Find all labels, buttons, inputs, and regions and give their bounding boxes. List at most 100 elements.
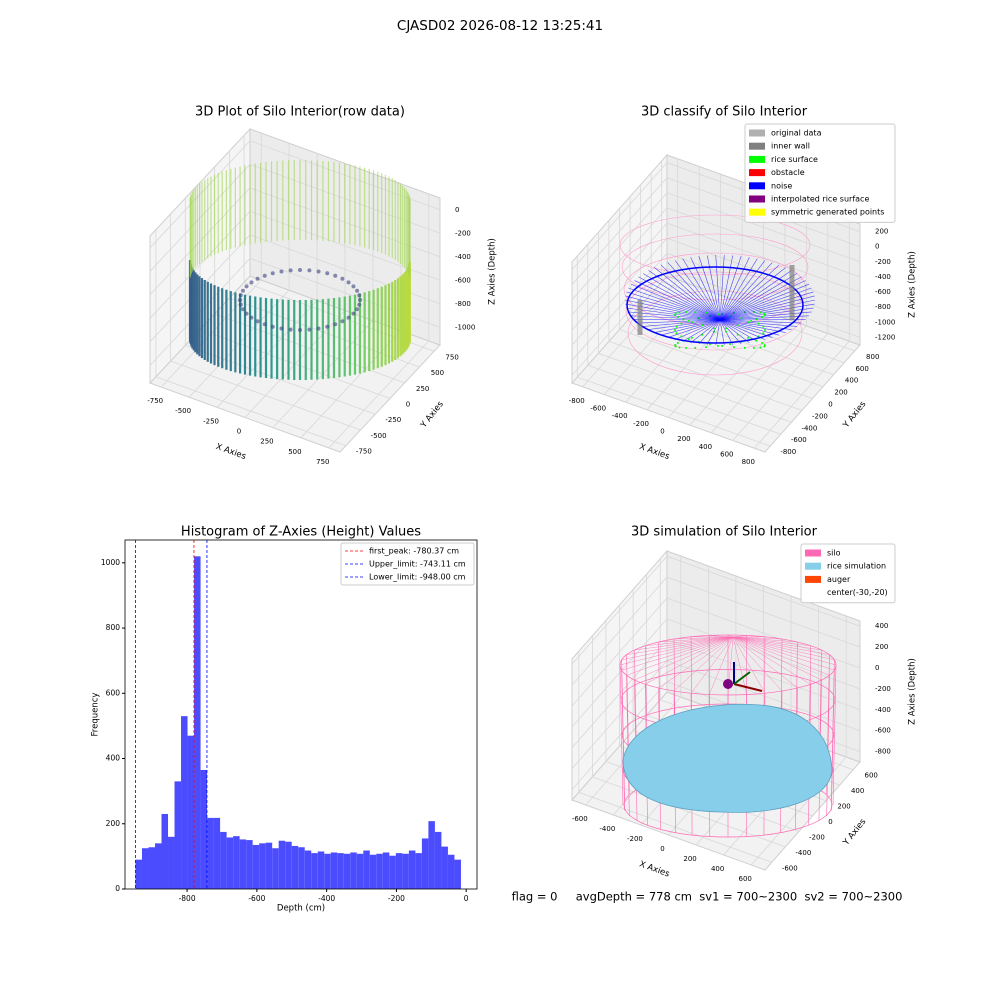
hist-bar <box>402 853 409 889</box>
noise-line <box>715 255 721 321</box>
hist-bar <box>298 847 305 889</box>
noise-line <box>719 319 758 342</box>
x-tick-label: 0 <box>237 428 241 436</box>
x-tick-label: -400 <box>318 894 335 903</box>
surface-point <box>676 342 679 345</box>
silo-wire <box>732 636 822 651</box>
legend-swatch <box>749 208 765 216</box>
z-tick-label: -800 <box>455 300 471 308</box>
y-tick-label: 750 <box>445 353 458 361</box>
x-tick-label: -400 <box>612 412 628 420</box>
hist-bar <box>200 769 208 889</box>
point-cloud <box>619 214 816 376</box>
grid-line <box>629 196 824 387</box>
x-axis-label: X Axies <box>638 859 671 879</box>
noise-line <box>719 255 734 321</box>
surface-point <box>740 317 743 320</box>
silo-wire <box>621 636 734 660</box>
surface-point <box>716 344 719 347</box>
y-tick-label: -750 <box>356 448 372 456</box>
z-tick-label: 400 <box>875 622 888 630</box>
x-tick-label: 400 <box>711 865 724 873</box>
legend-label: interpolated rice surface <box>771 195 869 204</box>
surface-point <box>732 346 735 349</box>
y-tick-label: 600 <box>106 688 121 697</box>
x-tick-label: -500 <box>175 407 191 415</box>
silo-wire <box>732 636 811 646</box>
z-tick-label: 200 <box>875 643 888 651</box>
hist-bar <box>168 836 175 889</box>
cloud-point <box>346 280 351 285</box>
noise-line <box>719 319 742 345</box>
grid-line <box>646 181 743 411</box>
silo-wire <box>709 636 734 695</box>
grid-line <box>598 232 792 423</box>
y-tick-label: -200 <box>812 412 828 420</box>
hist-bar <box>324 853 331 889</box>
cloud-point <box>244 284 249 289</box>
hist-bar <box>350 852 357 889</box>
silo-wire <box>732 636 747 695</box>
cloud-point <box>355 307 360 312</box>
silo-wire <box>732 636 830 676</box>
cloud-point <box>357 302 362 307</box>
legend-label: rice surface <box>771 155 818 164</box>
legend-swatch <box>749 182 765 190</box>
noise-line <box>654 267 721 321</box>
hist-bar <box>382 852 390 889</box>
silo-wire <box>645 636 734 646</box>
x-tick-label: -200 <box>388 894 405 903</box>
noise-line <box>660 264 721 321</box>
point-cloud <box>188 160 411 380</box>
surface-point <box>747 336 750 339</box>
silo-wire <box>673 636 734 640</box>
cloud-point <box>238 302 243 307</box>
cloud-point <box>240 288 245 293</box>
noise-line <box>719 319 802 324</box>
point-cloud <box>619 634 837 838</box>
cloud-point <box>244 311 249 316</box>
y-tick-label: -500 <box>371 432 387 440</box>
x-axis-label: Depth (cm) <box>277 904 325 914</box>
surface-point <box>690 336 693 339</box>
subplot-title: 3D classify of Silo Interior <box>641 105 808 120</box>
noise-line <box>648 270 721 321</box>
grid-line <box>689 197 786 426</box>
legend-label: first_peak: -780.37 cm <box>369 547 459 556</box>
noise-line <box>719 319 766 340</box>
silo-wire <box>732 636 766 694</box>
surface-point <box>701 324 704 327</box>
noise-line <box>719 255 725 321</box>
legend-swatch <box>805 562 821 570</box>
noise-ring <box>626 266 804 344</box>
x-tick-label: 200 <box>683 855 696 863</box>
z-axis-label: Z Axies (Depth) <box>908 658 918 725</box>
x-tick-label: 250 <box>260 438 273 446</box>
cloud-point <box>279 269 284 274</box>
silo-wire <box>673 636 734 692</box>
surface-point <box>763 345 766 348</box>
legend-label: Upper_limit: -743.11 cm <box>369 560 466 569</box>
surface-point <box>757 322 760 325</box>
y-axis-label: Y Axies <box>841 399 869 431</box>
z-tick-label: -400 <box>455 253 471 261</box>
silo-wire <box>732 636 835 660</box>
surface-point <box>674 313 677 316</box>
silo-wire <box>619 664 624 806</box>
hist-bar <box>246 840 253 889</box>
hist-bar <box>194 556 201 889</box>
cloud-point <box>307 327 312 332</box>
cloud-point <box>249 280 254 285</box>
x-axis-label: X Axies <box>214 442 247 462</box>
noise-line <box>719 319 792 330</box>
y-tick-label: 250 <box>416 385 429 393</box>
surface-point <box>682 318 685 321</box>
z-tick-label: -800 <box>875 303 891 311</box>
grid-line <box>571 252 861 361</box>
wall-ring <box>627 290 803 376</box>
surface-point <box>680 322 683 325</box>
cloud-point <box>249 315 254 320</box>
legend-label: silo <box>827 549 841 558</box>
noise-line <box>719 291 814 321</box>
cloud-point <box>270 324 275 329</box>
